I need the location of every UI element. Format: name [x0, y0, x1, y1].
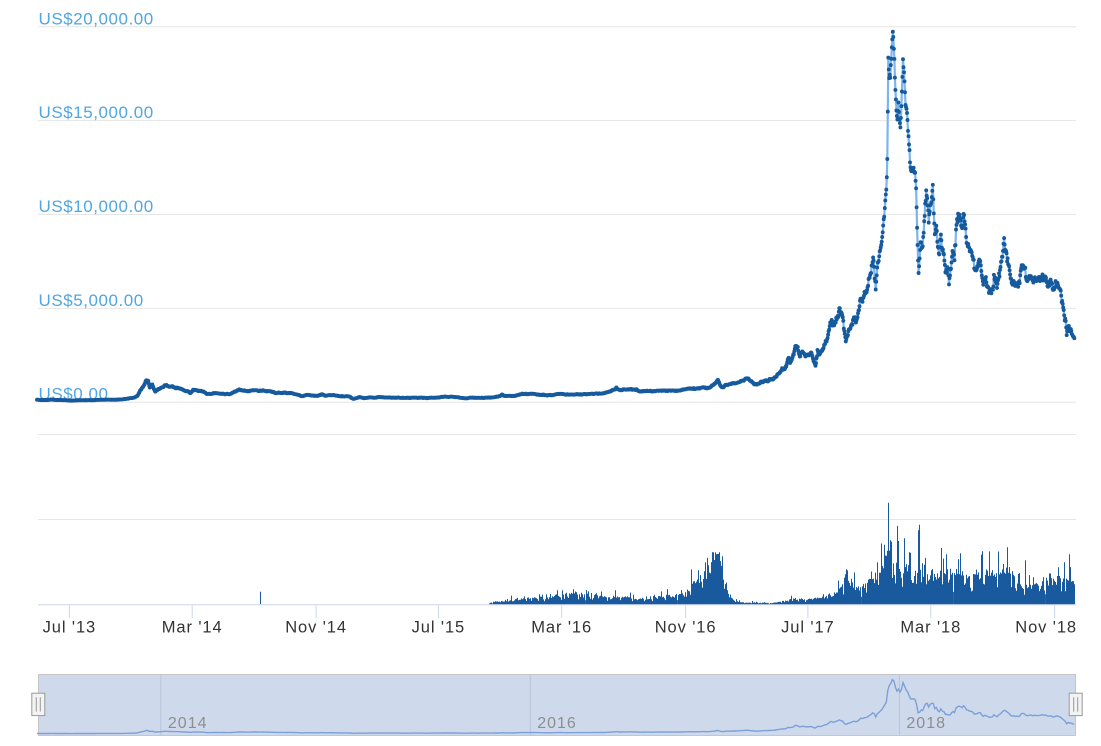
svg-text:Jul '17: Jul '17 [781, 619, 834, 637]
svg-text:2016: 2016 [537, 715, 577, 732]
svg-text:US$20,000.00: US$20,000.00 [39, 9, 154, 28]
svg-text:2018: 2018 [906, 715, 946, 732]
svg-text:Mar '18: Mar '18 [900, 619, 961, 637]
svg-text:Jul '15: Jul '15 [412, 619, 465, 637]
svg-text:Nov '14: Nov '14 [285, 619, 347, 637]
svg-text:Nov '16: Nov '16 [655, 619, 717, 637]
svg-text:Mar '16: Mar '16 [531, 619, 592, 637]
svg-text:Nov '18: Nov '18 [1015, 619, 1077, 637]
svg-text:Jul '13: Jul '13 [43, 619, 96, 637]
svg-text:Mar '14: Mar '14 [162, 619, 223, 637]
svg-text:2014: 2014 [168, 715, 208, 732]
svg-text:US$10,000.00: US$10,000.00 [39, 197, 154, 216]
svg-text:US$5,000.00: US$5,000.00 [39, 291, 144, 310]
svg-text:US$15,000.00: US$15,000.00 [39, 103, 154, 122]
